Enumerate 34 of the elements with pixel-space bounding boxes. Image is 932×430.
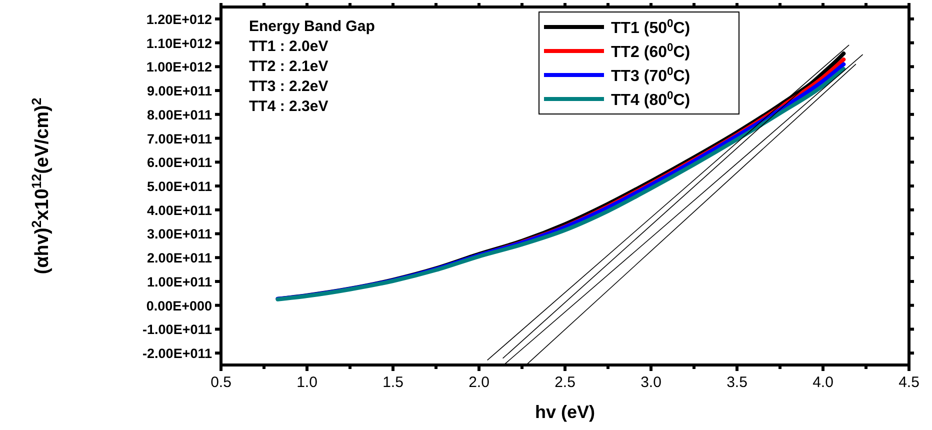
y-tick-label: 4.00E+011 [147,202,212,218]
legend-label: TT3 (70$^{0}$C) [611,66,690,85]
y-tick-label: -2.00E+011 [142,346,212,362]
y-tick-label: 1.20E+012 [146,12,212,27]
text: 4.0 [812,374,834,391]
y-tick-label: 1.00E+011 [147,274,212,290]
text: 3.0 [640,374,662,391]
x-tick-label: 0.5 [210,374,232,391]
y-tick-label: 6.00E+011 [147,155,212,170]
y-tick-label: 7.00E+011 [147,131,212,146]
y-tick-label: -1.00E+011 [142,322,212,338]
y-tick-label: 3.00E+011 [147,226,212,242]
x-tick-label: 3.5 [726,374,748,391]
x-axis-title: hv (eV) [534,402,596,422]
y-tick-label: 9.00E+011 [147,84,212,99]
legend-label: TT4 (80$^{0}$C) [611,90,690,109]
annotation: TT2 : 2.1eV [249,58,328,75]
y-tick-label: 1.10E+012 [146,36,212,51]
annotation: TT4 : 2.3eV [249,98,328,115]
y-tick-label: 1.00E+012 [146,60,212,75]
text: 1.0 [296,374,318,391]
y-tick-label: 0.00E+000 [146,298,212,314]
x-tick-label: 2.5 [554,374,576,391]
y-tick-label: 2.00E+011 [147,250,212,266]
x-tick-label: 1.5 [382,374,404,391]
legend-label: TT2 (60$^{0}$C) [611,42,690,61]
x-tick-label: 4.5 [898,374,920,391]
y-tick-label: 5.00E+011 [147,179,212,194]
annotation: Energy Band Gap [249,18,375,35]
text: 2.0 [468,374,490,391]
legend-label: TT1 (50$^{0}$C) [611,18,690,37]
y-tick-label: 8.00E+011 [147,107,212,122]
annotation: TT1 : 2.0eV [249,38,328,55]
annotation: TT3 : 2.2eV [249,78,328,95]
